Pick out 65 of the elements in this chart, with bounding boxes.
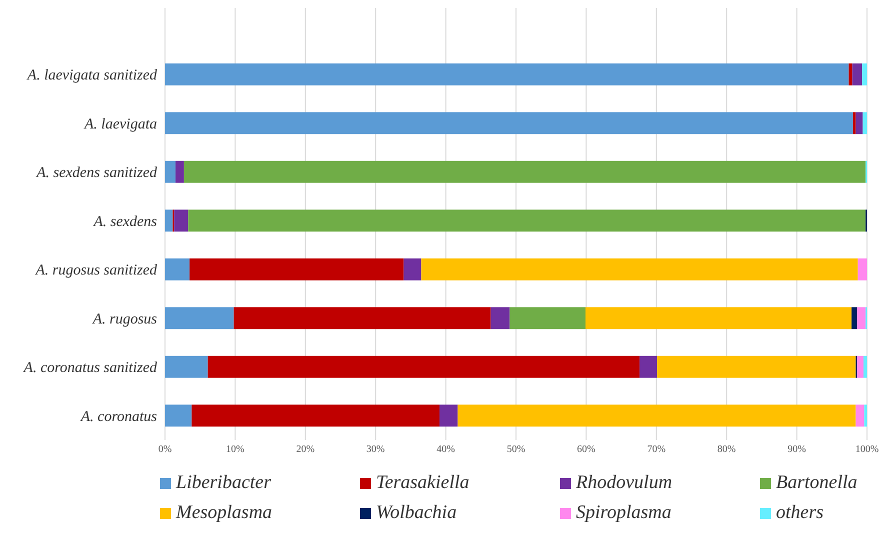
bar [165, 210, 173, 232]
x-tick-label: 100% [855, 444, 879, 455]
bar [858, 258, 867, 280]
bar [852, 307, 858, 330]
bar [856, 404, 864, 427]
bar [490, 307, 510, 330]
x-tick-label: 50% [506, 444, 526, 455]
bar [863, 356, 867, 378]
x-tick-label: 70% [647, 444, 666, 455]
x-tick-label: 30% [366, 444, 385, 455]
bar [864, 404, 867, 427]
y-tick-label: A. rugosus sanitized [34, 262, 158, 279]
bar [862, 112, 867, 134]
bar [439, 404, 458, 427]
x-tick-label: 0% [158, 444, 172, 455]
y-tick-label: A. rugosus [92, 311, 158, 328]
y-tick-label: A. sexdens sanitized [36, 165, 158, 182]
legend-label: others [776, 502, 824, 523]
bar [852, 63, 862, 86]
legend-label: Mesoplasma [175, 502, 272, 523]
y-tick-label: A. coronatus [80, 408, 158, 425]
bar [188, 210, 866, 232]
bar [192, 404, 440, 427]
bar [165, 160, 176, 183]
bar [857, 307, 866, 330]
bar [165, 63, 849, 86]
bar [848, 63, 852, 86]
bar [208, 356, 640, 378]
y-tick-label: A. sexdens [92, 214, 158, 230]
bar [852, 112, 856, 134]
bar [165, 112, 853, 134]
bar [862, 63, 867, 86]
bar [176, 160, 184, 183]
x-tick-label: 40% [436, 444, 455, 455]
x-tick-label: 20% [296, 444, 315, 455]
y-tick-label: A. laevigata [84, 116, 157, 132]
bar [458, 404, 856, 427]
legend-label: Terasakiella [376, 472, 470, 493]
x-tick-label: 10% [226, 444, 244, 455]
legend-label: Wolbachia [376, 502, 457, 523]
bar [184, 160, 866, 183]
legend-label: Bartonella [776, 472, 858, 493]
bar [190, 258, 404, 280]
bar [174, 210, 188, 232]
bar [586, 307, 852, 330]
bar [640, 356, 658, 378]
bar [857, 356, 864, 378]
bar [234, 307, 491, 330]
bar [165, 307, 234, 330]
x-tick-label: 80% [717, 444, 736, 455]
bar [165, 258, 190, 280]
bar [404, 258, 422, 280]
y-tick-label: A. coronatus sanitized [22, 360, 158, 376]
x-tick-label: 90% [788, 444, 806, 455]
bar [657, 356, 856, 378]
bar [165, 356, 208, 378]
bar [510, 307, 586, 330]
bar [421, 258, 858, 280]
bar [856, 112, 863, 134]
legend-label: Spiroplasma [576, 502, 672, 523]
legend-label: Rhodovulum [575, 472, 672, 493]
bar [165, 404, 192, 427]
x-tick-label: 60% [577, 444, 596, 455]
legend-label: Liberibacter [175, 472, 272, 493]
y-tick-label: A. laevigata sanitized [26, 68, 158, 84]
